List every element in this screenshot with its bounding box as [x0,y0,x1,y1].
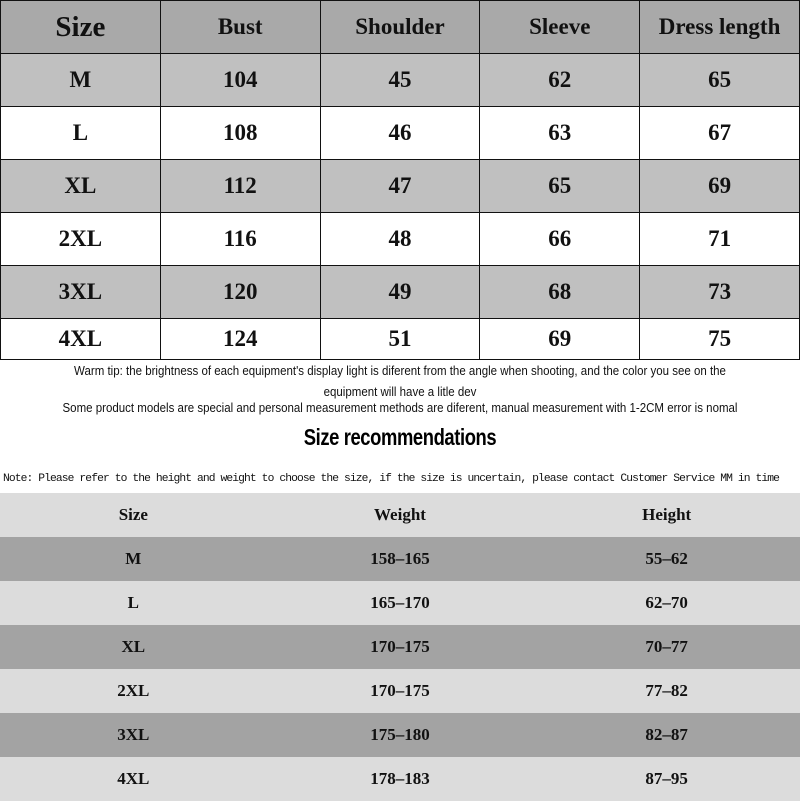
recommendations-title: Size recommendations [303,424,497,450]
table-cell: 4XL [0,757,267,801]
table-cell: 62–70 [533,581,800,625]
table-cell: 175–180 [266,713,534,757]
table-row: 3XL 175–180 82–87 [0,713,800,757]
table-cell: 71 [639,212,800,266]
table-cell: 178–183 [266,757,534,801]
table-cell: 108 [159,106,321,160]
size-chart-header-row: Size Bust Shoulder Sleeve Dress length [0,0,800,54]
table-row: 4XL 178–183 87–95 [0,757,800,801]
table-cell: 170–175 [266,669,534,713]
table-cell: 46 [319,106,481,160]
table-row: M 104 45 62 65 [0,53,800,107]
header-dress-length: Dress length [639,0,800,54]
table-cell: 75 [639,318,800,360]
warm-tip-line-2: equipment will have a litle dev [323,385,477,399]
table-row: L 165–170 62–70 [0,581,800,625]
table-cell: 77–82 [533,669,800,713]
table-row: 3XL 120 49 68 73 [0,265,800,319]
table-cell: 63 [479,106,641,160]
table-cell: 112 [159,159,321,213]
recommendations-header-row: Size Weight Height [0,493,800,537]
warm-tip-line-1: Warm tip: the brightness of each equipme… [74,364,726,378]
table-cell: 170–175 [266,625,534,669]
table-cell: 116 [159,212,321,266]
table-cell: XL [0,159,161,213]
table-cell: 67 [639,106,800,160]
table-row: L 108 46 63 67 [0,106,800,160]
table-cell: XL [0,625,267,669]
table-cell: 55–62 [533,537,800,581]
table-cell: 4XL [0,318,161,360]
table-row: M 158–165 55–62 [0,537,800,581]
table-cell: 124 [159,318,321,360]
header-shoulder: Shoulder [319,0,481,54]
table-cell: L [0,581,267,625]
table-cell: 120 [159,265,321,319]
table-cell: M [0,537,267,581]
table-cell: M [0,53,161,107]
table-cell: 3XL [0,713,267,757]
recommendations-note: Note: Please refer to the height and wei… [3,473,780,485]
header-size: Size [0,493,267,537]
header-bust: Bust [159,0,321,54]
table-cell: 165–170 [266,581,534,625]
measurement-tip: Some product models are special and pers… [62,401,738,415]
header-sleeve: Sleeve [479,0,641,54]
table-cell: 69 [639,159,800,213]
table-cell: 2XL [0,669,267,713]
table-row: XL 112 47 65 69 [0,159,800,213]
table-cell: 48 [319,212,481,266]
table-cell: 104 [159,53,321,107]
table-cell: 45 [319,53,481,107]
table-cell: 70–77 [533,625,800,669]
header-weight: Weight [266,493,534,537]
table-cell: 62 [479,53,641,107]
table-cell: 49 [319,265,481,319]
table-cell: 66 [479,212,641,266]
table-row: 2XL 170–175 77–82 [0,669,800,713]
table-cell: 3XL [0,265,161,319]
table-row: XL 170–175 70–77 [0,625,800,669]
size-chart-table: Size Bust Shoulder Sleeve Dress length M… [0,0,800,360]
header-height: Height [533,493,800,537]
table-cell: 69 [479,318,641,360]
table-row: 4XL 124 51 69 75 [0,318,800,360]
table-cell: 82–87 [533,713,800,757]
table-cell: 47 [319,159,481,213]
table-cell: 73 [639,265,800,319]
table-cell: 2XL [0,212,161,266]
table-cell: L [0,106,161,160]
table-cell: 87–95 [533,757,800,801]
table-cell: 65 [479,159,641,213]
table-cell: 68 [479,265,641,319]
recommendations-table: Size Weight Height M 158–165 55–62 L 165–170… [0,493,800,801]
table-cell: 65 [639,53,800,107]
table-row: 2XL 116 48 66 71 [0,212,800,266]
header-size: Size [0,0,161,54]
table-cell: 158–165 [266,537,534,581]
table-cell: 51 [319,318,481,360]
